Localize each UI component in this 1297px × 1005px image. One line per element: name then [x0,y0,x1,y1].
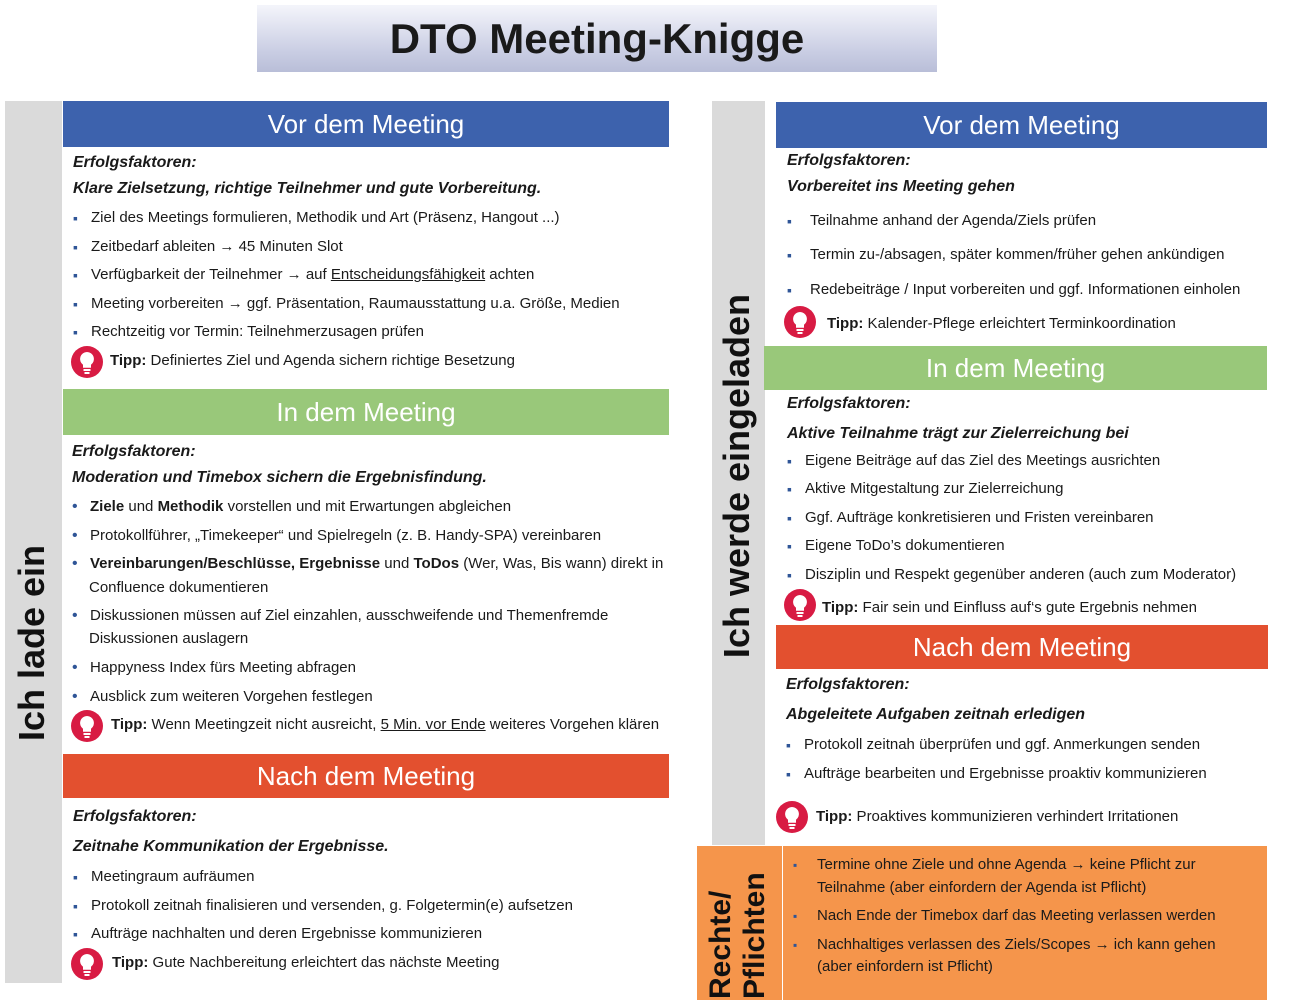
lightbulb-icon [784,589,816,621]
rights-duties-label-line2: Pflichten [738,872,771,999]
list-item-continuation: Confluence dokumentieren [89,579,269,596]
left-side-label: Ich lade ein [11,544,52,742]
left-vor-ef-text: Klare Zielsetzung, richtige Teilnehmer u… [73,180,542,197]
page-title: DTO Meeting-Knigge [257,5,937,72]
right-nach-ef-text: Abgeleitete Aufgaben zeitnah erledigen [786,706,1086,723]
right-in-tip: Tipp: Fair sein und Einfluss auf‘s gute … [822,599,1197,616]
left-vor-tip: Tipp: Definiertes Ziel und Agenda sicher… [110,352,515,369]
right-sidebar: Ich werde eingeladen [712,101,765,845]
list-item-continuation: Diskussionen auslagern [89,630,249,647]
right-vor-ef-text: Vorbereitet ins Meeting gehen [787,178,1015,195]
left-nach-tip: Tipp: Gute Nachbereitung erleichtert das… [112,954,500,971]
right-nach-ef-label: Erfolgsfaktoren: [786,676,910,693]
rights-duties-label: Rechte/ Pflichten [697,846,783,1000]
right-nach-heading: Nach dem Meeting [776,625,1268,669]
right-nach-tip: Tipp: Proaktives kommunizieren verhinder… [816,808,1179,825]
lightbulb-icon [71,346,103,378]
lightbulb-icon [776,801,808,833]
right-side-label: Ich werde eingeladen [716,293,757,659]
rights-duties-box [697,846,1267,1000]
left-vor-ef-label: Erfolgsfaktoren: [73,154,197,171]
left-nach-ef-label: Erfolgsfaktoren: [73,808,197,825]
left-in-ef-text: Moderation und Timebox sichern die Ergeb… [72,469,487,486]
lightbulb-icon [71,710,103,742]
right-vor-heading: Vor dem Meeting [776,102,1267,148]
left-nach-ef-text: Zeitnahe Kommunikation der Ergebnisse. [73,838,389,855]
right-in-ef-label: Erfolgsfaktoren: [787,395,911,412]
left-in-ef-label: Erfolgsfaktoren: [72,443,196,460]
left-sidebar: Ich lade ein [5,101,62,983]
lightbulb-icon [784,306,816,338]
rights-duties-label-line1: Rechte/ [704,890,737,999]
right-in-heading: In dem Meeting [764,346,1267,390]
left-in-heading: In dem Meeting [63,389,669,435]
left-vor-heading: Vor dem Meeting [63,101,669,147]
right-vor-ef-label: Erfolgsfaktoren: [787,152,911,169]
right-in-ef-text: Aktive Teilnahme trägt zur Zielerreichun… [787,425,1129,442]
lightbulb-icon [71,948,103,980]
right-vor-tip: Tipp: Kalender-Pflege erleichtert Termin… [827,315,1176,332]
left-nach-heading: Nach dem Meeting [63,754,669,798]
left-in-tip: Tipp: Wenn Meetingzeit nicht ausreicht, … [111,716,660,733]
